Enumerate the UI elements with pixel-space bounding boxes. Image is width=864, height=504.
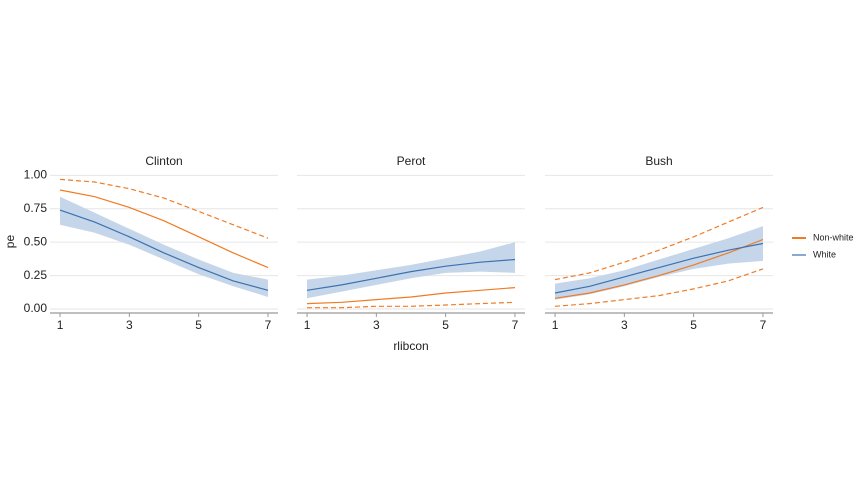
panel-title: Clinton (145, 154, 182, 168)
x-tick-label: 7 (265, 318, 272, 332)
x-tick-label: 7 (512, 318, 519, 332)
x-tick-label: 1 (304, 318, 311, 332)
x-tick-label: 1 (57, 318, 64, 332)
y-tick-label: 0.25 (24, 268, 48, 282)
series-line (554, 242, 764, 294)
series-line (59, 209, 269, 291)
y-tick-label: 0.00 (24, 301, 48, 315)
legend-label: White (813, 249, 836, 259)
x-tick-label: 3 (126, 318, 133, 332)
y-tick-label: 1.00 (24, 168, 48, 182)
legend-label: Non-white (813, 232, 854, 242)
ci-line (59, 178, 269, 239)
x-tick-label: 1 (552, 318, 559, 332)
y-tick-label: 0.75 (24, 201, 48, 215)
series-line (554, 238, 764, 299)
ci-band (555, 226, 763, 300)
x-axis-label: rlibcon (393, 339, 428, 353)
ci-line (554, 268, 764, 307)
ci-band (307, 242, 515, 299)
y-axis-label: pe (3, 235, 17, 249)
x-tick-label: 7 (760, 318, 767, 332)
series-line (59, 189, 269, 269)
x-tick-label: 5 (195, 318, 202, 332)
x-tick-label: 3 (373, 318, 380, 332)
ci-band (60, 196, 268, 297)
series-line (306, 258, 516, 291)
ci-line (307, 301, 516, 309)
x-tick-label: 5 (442, 318, 449, 332)
x-tick-label: 5 (690, 318, 697, 332)
series-line (306, 287, 516, 305)
ci-line (554, 206, 764, 281)
x-tick-label: 3 (621, 318, 628, 332)
y-tick-label: 0.50 (24, 234, 48, 248)
panel-title: Perot (397, 154, 426, 168)
panel-title: Bush (645, 154, 672, 168)
